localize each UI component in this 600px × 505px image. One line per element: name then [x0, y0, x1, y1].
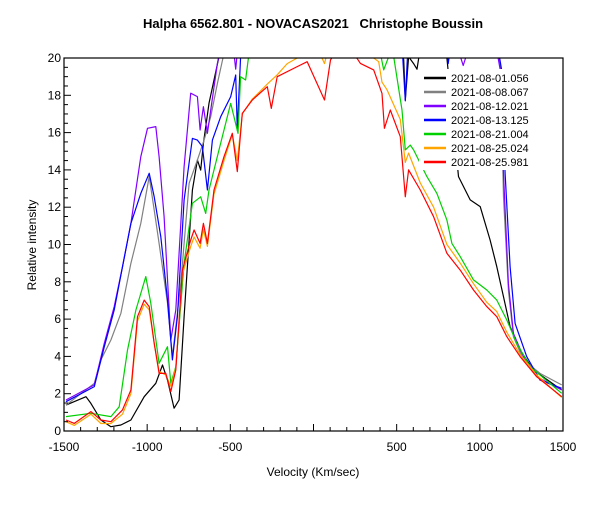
- x-tick-label: 1000: [466, 440, 493, 454]
- y-tick-label: 14: [48, 163, 62, 177]
- y-tick-label: 2: [54, 387, 61, 401]
- x-axis-label: Velocity (Km/sec): [267, 465, 360, 479]
- legend-entry: 2021-08-21.004: [451, 129, 529, 141]
- series-line-2021-08-01.056: [65, 58, 563, 428]
- series-line-2021-08-13.125: [65, 58, 562, 403]
- y-axis: 0 2 4 6 8 10 12 14 16 18 20: [48, 51, 71, 438]
- y-tick-label: 10: [48, 238, 62, 252]
- legend-entry: 2021-08-01.056: [451, 73, 529, 85]
- legend-entry: 2021-08-25.981: [451, 157, 529, 169]
- y-tick-label: 20: [48, 51, 62, 65]
- series-line-2021-08-12.021: [65, 58, 562, 401]
- legend-entry: 2021-08-12.021: [451, 101, 529, 113]
- legend-entry: 2021-08-08.067: [451, 87, 529, 99]
- legend: 2021-08-01.056 2021-08-08.067 2021-08-12.0…: [419, 69, 529, 170]
- y-tick-label: 6: [54, 312, 61, 326]
- series-line-2021-08-21.004: [65, 58, 563, 418]
- y-tick-label: 18: [48, 88, 62, 102]
- y-tick-label: 16: [48, 126, 62, 140]
- x-tick-label: -500: [218, 440, 242, 454]
- x-tick-label: 1500: [550, 440, 577, 454]
- series-line-2021-08-25.024: [65, 58, 563, 426]
- x-tick-label: 500: [387, 440, 407, 454]
- y-tick-label: 4: [54, 349, 61, 363]
- series-line-2021-08-08.067: [65, 58, 562, 406]
- y-tick-label: 0: [54, 424, 61, 438]
- chart-title: Halpha 6562.801 - NOVACAS2021 Christophe…: [143, 16, 483, 31]
- legend-entry: 2021-08-13.125: [451, 115, 529, 127]
- y-tick-label: 8: [54, 275, 61, 289]
- x-tick-label: -1500: [49, 440, 80, 454]
- legend-entry: 2021-08-25.024: [451, 143, 529, 155]
- x-axis: -1500 -1000 -500 500 1000 1500: [49, 424, 577, 454]
- series-layer: [65, 58, 563, 428]
- series-line-2021-08-25.981: [65, 58, 563, 424]
- y-axis-label: Relative intensity: [25, 200, 39, 291]
- x-tick-label: -1000: [132, 440, 163, 454]
- y-tick-label: 12: [48, 200, 62, 214]
